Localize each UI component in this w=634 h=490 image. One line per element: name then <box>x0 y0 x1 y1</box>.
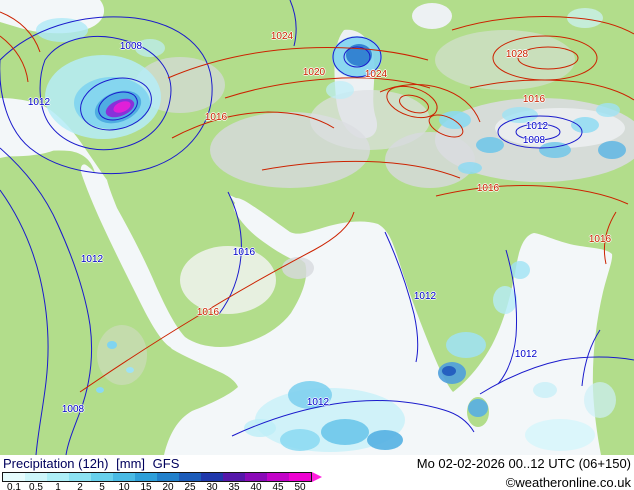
legend-segment <box>91 473 113 481</box>
legend-segment <box>245 473 267 481</box>
footer-title: Precipitation (12h) [mm] GFS <box>3 456 183 471</box>
legend-segment <box>47 473 69 481</box>
legend-label: 0.5 <box>29 482 43 490</box>
map-unit: [mm] <box>116 456 146 471</box>
map-area: 1008 1012 1024 1020 1024 1028 1016 1016 1012 1008… <box>0 0 634 455</box>
legend-bar <box>2 472 312 482</box>
legend-label: 1 <box>55 482 61 490</box>
legend-label: 25 <box>184 482 196 490</box>
legend-segment <box>157 473 179 481</box>
legend-segment <box>3 473 25 481</box>
legend-segment <box>223 473 245 481</box>
legend-label: 50 <box>294 482 306 490</box>
legend-label: 15 <box>140 482 152 490</box>
legend-segment <box>267 473 289 481</box>
terrain-layer <box>97 30 634 385</box>
legend-label: 30 <box>206 482 218 490</box>
legend-arrow-icon <box>312 472 322 482</box>
legend-segment <box>25 473 47 481</box>
legend-row: 0.1 0.5 1 2 5 10 15 20 25 30 35 40 45 50 ©weatheronli… <box>0 472 634 490</box>
legend-label: 2 <box>77 482 83 490</box>
model-name: GFS <box>152 456 180 471</box>
copyright: ©weatheronline.co.uk <box>505 475 631 490</box>
map-title: Precipitation (12h) <box>3 456 109 471</box>
map-datetime: Mo 02-02-2026 00..12 UTC (06+150) <box>416 456 631 471</box>
legend-labels: 0.1 0.5 1 2 5 10 15 20 25 30 35 40 45 50 <box>3 482 311 490</box>
legend-label: 0.1 <box>7 482 21 490</box>
legend-label: 20 <box>162 482 174 490</box>
legend-segment <box>135 473 157 481</box>
precipitation-layer <box>36 8 626 452</box>
legend-segment <box>179 473 201 481</box>
legend-segment <box>201 473 223 481</box>
legend-label: 35 <box>228 482 240 490</box>
footer-bar: Precipitation (12h) [mm] GFS Mo 02-02-20… <box>0 455 634 490</box>
legend-segment <box>69 473 91 481</box>
map-graphic <box>0 0 634 455</box>
legend-label: 45 <box>272 482 284 490</box>
legend-segment <box>289 473 311 481</box>
footer-title-row: Precipitation (12h) [mm] GFS Mo 02-02-20… <box>0 455 634 471</box>
isobar-blue-layer <box>0 0 634 455</box>
legend-label: 5 <box>99 482 105 490</box>
legend-label: 40 <box>250 482 262 490</box>
precipitation-scale <box>2 472 322 482</box>
legend-label: 10 <box>118 482 130 490</box>
legend-segment <box>113 473 135 481</box>
contour-red-layer <box>0 11 634 393</box>
